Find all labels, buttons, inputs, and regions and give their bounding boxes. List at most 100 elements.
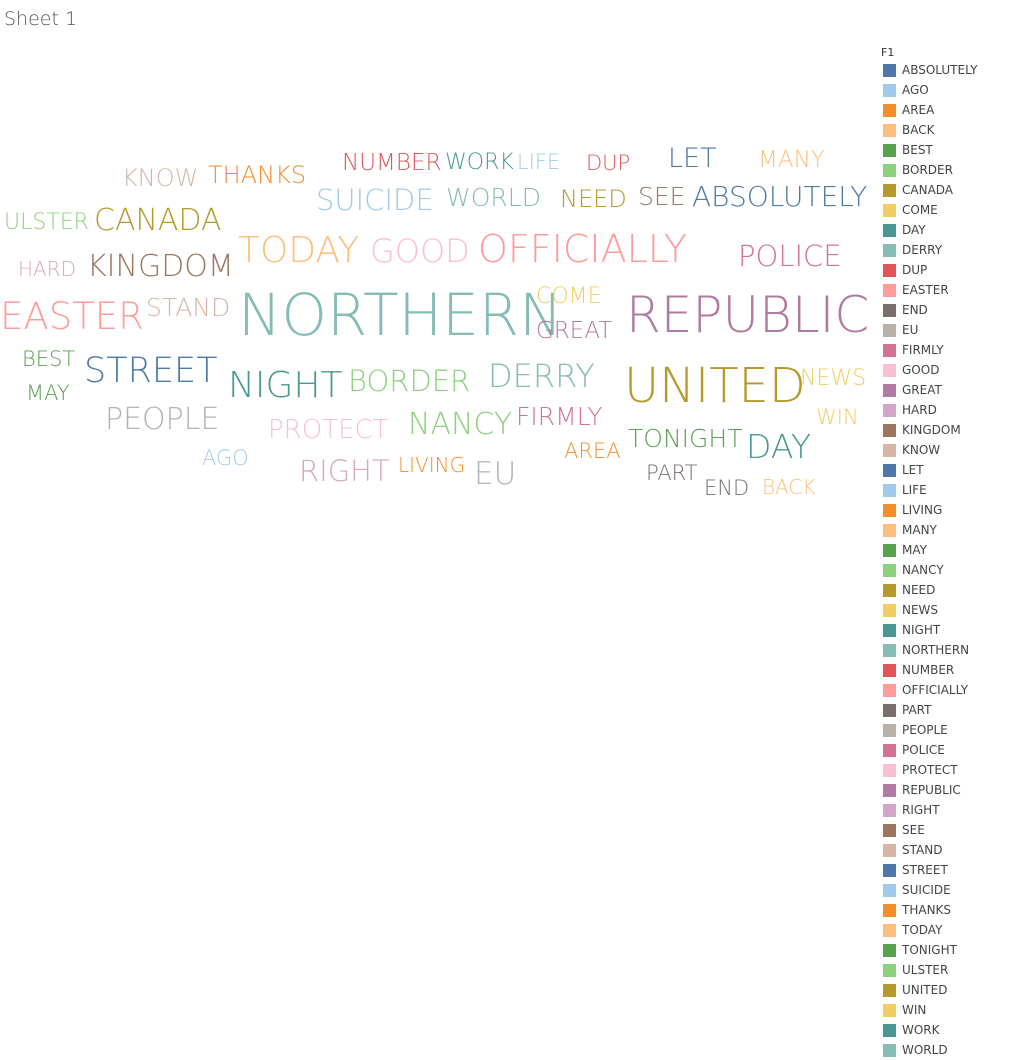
legend-item-northern[interactable]: NORTHERN (881, 640, 1017, 660)
word-end[interactable]: END (704, 476, 749, 500)
word-work[interactable]: WORK (445, 150, 514, 175)
word-united[interactable]: UNITED (624, 358, 806, 414)
legend-item-firmly[interactable]: FIRMLY (881, 340, 1017, 360)
legend-item-ulster[interactable]: ULSTER (881, 960, 1017, 980)
legend-item-good[interactable]: GOOD (881, 360, 1017, 380)
word-eu[interactable]: EU (474, 456, 516, 492)
word-let[interactable]: LET (668, 143, 717, 174)
legend-item-win[interactable]: WIN (881, 1000, 1017, 1020)
word-officially[interactable]: OFFICIALLY (478, 227, 687, 271)
legend-item-kingdom[interactable]: KINGDOM (881, 420, 1017, 440)
legend-item-area[interactable]: AREA (881, 100, 1017, 120)
legend-item-great[interactable]: GREAT (881, 380, 1017, 400)
word-easter[interactable]: EASTER (0, 295, 144, 338)
legend-item-people[interactable]: PEOPLE (881, 720, 1017, 740)
word-life[interactable]: LIFE (517, 150, 560, 174)
word-tonight[interactable]: TONIGHT (628, 424, 742, 453)
legend-item-protect[interactable]: PROTECT (881, 760, 1017, 780)
word-news[interactable]: NEWS (800, 366, 866, 391)
legend-item-hard[interactable]: HARD (881, 400, 1017, 420)
word-win[interactable]: WIN (816, 405, 859, 429)
word-thanks[interactable]: THANKS (208, 161, 306, 189)
word-ago[interactable]: AGO (202, 446, 249, 470)
word-hard[interactable]: HARD (18, 257, 76, 281)
legend-item-day[interactable]: DAY (881, 220, 1017, 240)
legend-item-life[interactable]: LIFE (881, 480, 1017, 500)
legend-item-border[interactable]: BORDER (881, 160, 1017, 180)
word-canada[interactable]: CANADA (94, 203, 222, 238)
legend-item-tonight[interactable]: TONIGHT (881, 940, 1017, 960)
word-see[interactable]: SEE (638, 182, 685, 211)
word-world[interactable]: WORLD (446, 183, 541, 212)
word-number[interactable]: NUMBER (342, 150, 441, 176)
legend-item-living[interactable]: LIVING (881, 500, 1017, 520)
legend-item-know[interactable]: KNOW (881, 440, 1017, 460)
word-northern[interactable]: NORTHERN (238, 281, 563, 349)
word-may[interactable]: MAY (26, 381, 70, 405)
word-street[interactable]: STREET (84, 351, 218, 391)
legend-item-many[interactable]: MANY (881, 520, 1017, 540)
word-suicide[interactable]: SUICIDE (316, 183, 434, 217)
legend-item-news[interactable]: NEWS (881, 600, 1017, 620)
word-border[interactable]: BORDER (348, 364, 470, 398)
legend-item-may[interactable]: MAY (881, 540, 1017, 560)
word-know[interactable]: KNOW (122, 164, 198, 192)
legend-item-number[interactable]: NUMBER (881, 660, 1017, 680)
legend-item-night[interactable]: NIGHT (881, 620, 1017, 640)
legend-item-street[interactable]: STREET (881, 860, 1017, 880)
legend-item-today[interactable]: TODAY (881, 920, 1017, 940)
word-need[interactable]: NEED (560, 185, 627, 213)
legend-item-part[interactable]: PART (881, 700, 1017, 720)
word-many[interactable]: MANY (758, 147, 825, 173)
word-derry[interactable]: DERRY (488, 357, 595, 395)
word-great[interactable]: GREAT (536, 318, 612, 344)
word-ulster[interactable]: ULSTER (4, 210, 89, 235)
legend-item-work[interactable]: WORK (881, 1020, 1017, 1040)
legend-item-officially[interactable]: OFFICIALLY (881, 680, 1017, 700)
legend-item-suicide[interactable]: SUICIDE (881, 880, 1017, 900)
legend-item-see[interactable]: SEE (881, 820, 1017, 840)
legend-item-absolutely[interactable]: ABSOLUTELY (881, 60, 1017, 80)
legend-item-derry[interactable]: DERRY (881, 240, 1017, 260)
word-night[interactable]: NIGHT (228, 365, 343, 406)
word-kingdom[interactable]: KINGDOM (87, 249, 234, 284)
word-dup[interactable]: DUP (586, 151, 630, 175)
legend-item-world[interactable]: WORLD (881, 1040, 1017, 1060)
legend-item-dup[interactable]: DUP (881, 260, 1017, 280)
word-right[interactable]: RIGHT (299, 454, 390, 488)
legend-item-come[interactable]: COME (881, 200, 1017, 220)
legend-item-eu[interactable]: EU (881, 320, 1017, 340)
word-living[interactable]: LIVING (398, 453, 465, 477)
legend-item-republic[interactable]: REPUBLIC (881, 780, 1017, 800)
word-back[interactable]: BACK (762, 475, 816, 499)
legend-item-nancy[interactable]: NANCY (881, 560, 1017, 580)
word-nancy[interactable]: NANCY (408, 407, 512, 442)
word-protect[interactable]: PROTECT (268, 415, 389, 445)
legend-item-stand[interactable]: STAND (881, 840, 1017, 860)
word-come[interactable]: COME (536, 284, 602, 309)
word-today[interactable]: TODAY (238, 230, 359, 271)
legend-item-let[interactable]: LET (881, 460, 1017, 480)
legend-item-best[interactable]: BEST (881, 140, 1017, 160)
legend-item-police[interactable]: POLICE (881, 740, 1017, 760)
word-firmly[interactable]: FIRMLY (516, 402, 603, 431)
legend-item-end[interactable]: END (881, 300, 1017, 320)
legend-item-ago[interactable]: AGO (881, 80, 1017, 100)
word-absolutely[interactable]: ABSOLUTELY (692, 180, 867, 213)
word-people[interactable]: PEOPLE (105, 402, 219, 437)
legend-item-back[interactable]: BACK (881, 120, 1017, 140)
word-police[interactable]: POLICE (738, 239, 842, 273)
word-area[interactable]: AREA (564, 439, 621, 463)
word-best[interactable]: BEST (22, 347, 75, 371)
legend-item-easter[interactable]: EASTER (881, 280, 1017, 300)
legend-item-thanks[interactable]: THANKS (881, 900, 1017, 920)
legend-item-canada[interactable]: CANADA (881, 180, 1017, 200)
legend-item-need[interactable]: NEED (881, 580, 1017, 600)
word-part[interactable]: PART (646, 461, 698, 485)
word-good[interactable]: GOOD (370, 232, 470, 270)
legend-item-right[interactable]: RIGHT (881, 800, 1017, 820)
word-day[interactable]: DAY (746, 427, 811, 466)
legend-item-united[interactable]: UNITED (881, 980, 1017, 1000)
word-stand[interactable]: STAND (146, 293, 230, 322)
word-republic[interactable]: REPUBLIC (626, 286, 869, 344)
